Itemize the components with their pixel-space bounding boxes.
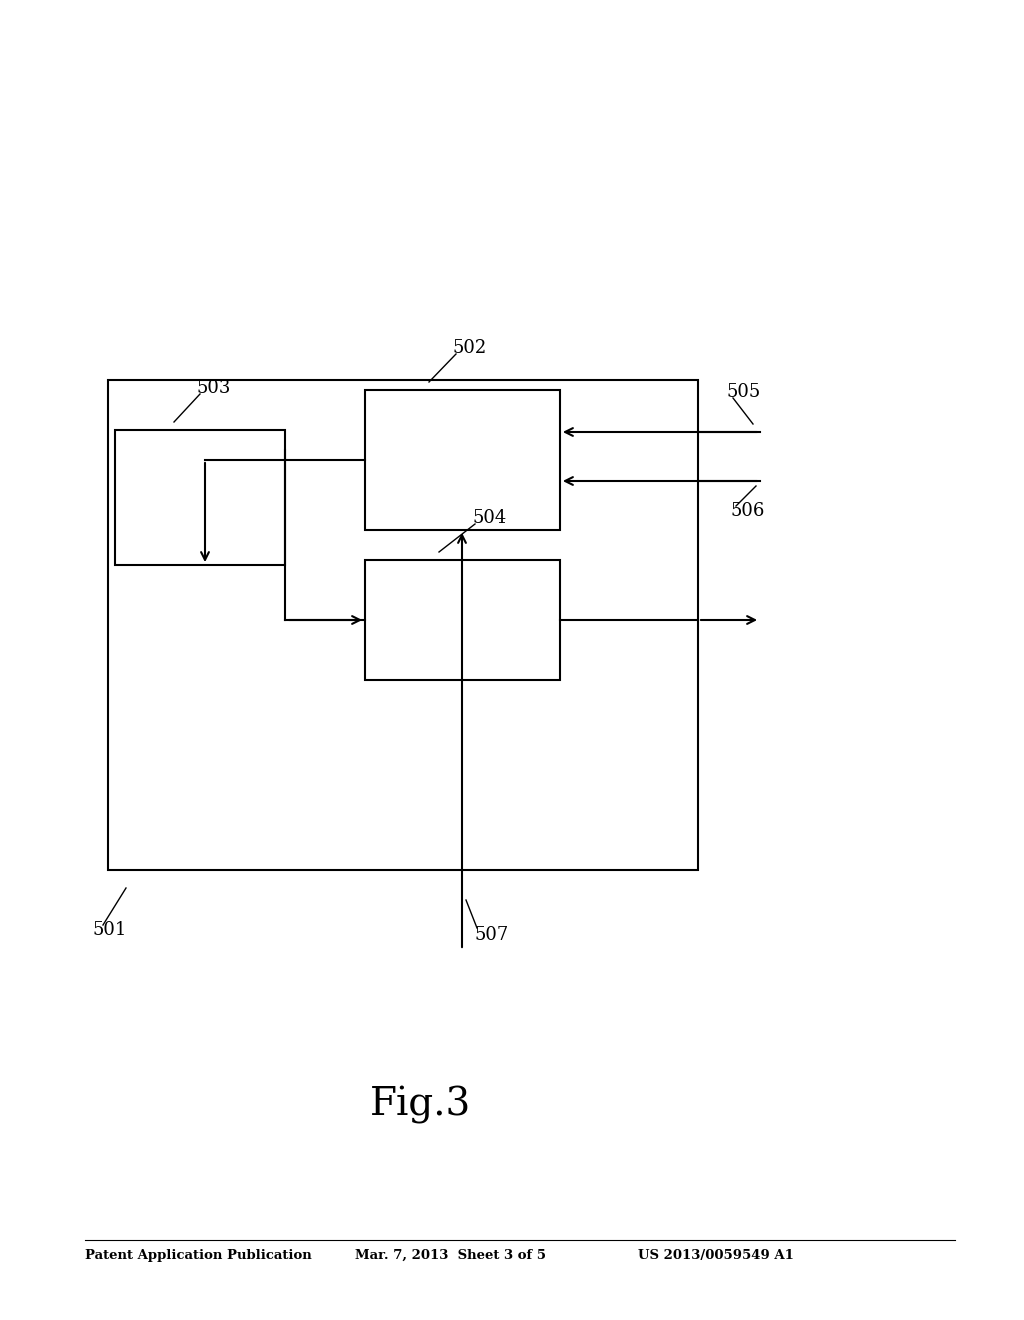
Bar (365, 560, 560, 680)
Text: 506: 506 (730, 502, 764, 520)
Text: 502: 502 (453, 339, 487, 356)
Text: Mar. 7, 2013  Sheet 3 of 5: Mar. 7, 2013 Sheet 3 of 5 (355, 1249, 546, 1262)
Text: 504: 504 (472, 510, 507, 527)
Text: 505: 505 (726, 383, 760, 401)
Text: Fig.3: Fig.3 (370, 1086, 471, 1125)
Bar (108, 380, 698, 870)
Text: 503: 503 (197, 379, 231, 397)
Text: Patent Application Publication: Patent Application Publication (85, 1249, 311, 1262)
Bar (115, 430, 285, 565)
Text: 501: 501 (93, 921, 127, 939)
Bar (365, 389, 560, 531)
Text: US 2013/0059549 A1: US 2013/0059549 A1 (638, 1249, 794, 1262)
Text: 507: 507 (474, 927, 508, 944)
